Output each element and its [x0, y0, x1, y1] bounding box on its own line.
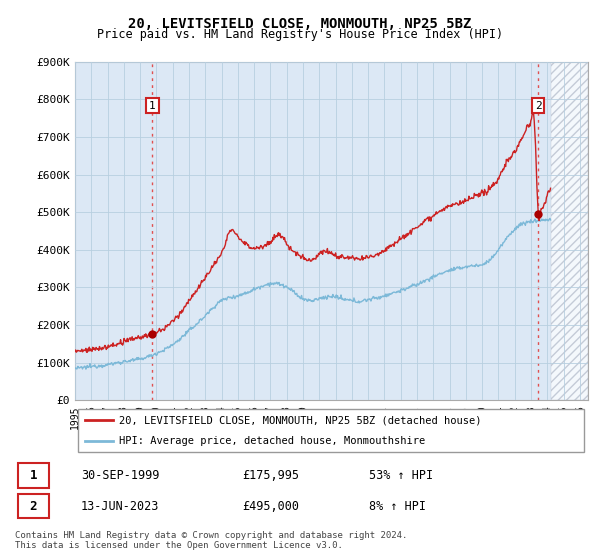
Text: 53% ↑ HPI: 53% ↑ HPI [369, 469, 433, 482]
Text: £495,000: £495,000 [242, 500, 299, 513]
Text: Price paid vs. HM Land Registry's House Price Index (HPI): Price paid vs. HM Land Registry's House … [97, 28, 503, 41]
Text: Contains HM Land Registry data © Crown copyright and database right 2024.
This d: Contains HM Land Registry data © Crown c… [15, 531, 407, 550]
FancyBboxPatch shape [18, 494, 49, 519]
Text: £175,995: £175,995 [242, 469, 299, 482]
Text: 20, LEVITSFIELD CLOSE, MONMOUTH, NP25 5BZ (detached house): 20, LEVITSFIELD CLOSE, MONMOUTH, NP25 5B… [119, 415, 481, 425]
Text: HPI: Average price, detached house, Monmouthshire: HPI: Average price, detached house, Monm… [119, 436, 425, 446]
Text: 20, LEVITSFIELD CLOSE, MONMOUTH, NP25 5BZ: 20, LEVITSFIELD CLOSE, MONMOUTH, NP25 5B… [128, 17, 472, 31]
Text: 2: 2 [535, 101, 542, 111]
FancyBboxPatch shape [18, 463, 49, 488]
Text: 13-JUN-2023: 13-JUN-2023 [81, 500, 160, 513]
Text: 8% ↑ HPI: 8% ↑ HPI [369, 500, 426, 513]
Text: 1: 1 [149, 101, 156, 111]
Text: 30-SEP-1999: 30-SEP-1999 [81, 469, 160, 482]
Text: 2: 2 [29, 500, 37, 513]
FancyBboxPatch shape [77, 409, 584, 452]
Text: 1: 1 [29, 469, 37, 482]
